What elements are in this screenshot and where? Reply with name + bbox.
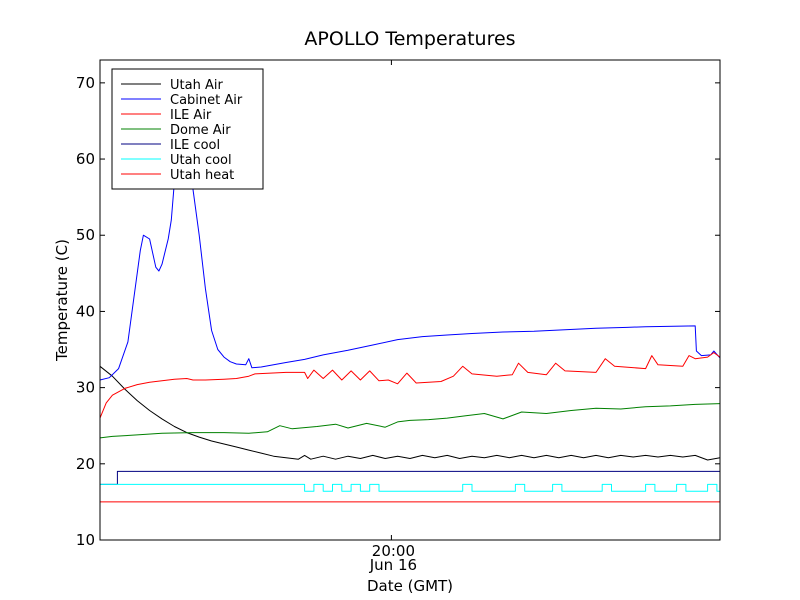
series-line-ile-air	[99, 352, 721, 419]
x-tick-label-date: Jun 16	[369, 556, 417, 574]
y-tick-label: 60	[76, 150, 95, 168]
y-tick-label: 70	[76, 74, 95, 92]
series-layer	[99, 143, 721, 503]
y-tick-label: 20	[76, 455, 95, 473]
series-line-cabinet-air	[99, 143, 721, 381]
chart-title: APOLLO Temperatures	[304, 28, 515, 50]
legend-label: Utah Air	[170, 78, 223, 93]
y-tick-label: 10	[76, 531, 95, 549]
legend-label: ILE cool	[170, 138, 220, 153]
legend-label: Utah cool	[170, 153, 232, 168]
y-tick-label: 50	[76, 226, 95, 244]
series-line-utah-cool	[100, 483, 720, 492]
y-tick-label: 30	[76, 379, 95, 397]
x-tick-label-time: 20:00	[372, 542, 415, 560]
legend-label: ILE Air	[170, 108, 212, 123]
legend-label: Dome Air	[170, 123, 231, 138]
legend-label: Utah heat	[170, 168, 234, 183]
series-line-dome-air	[99, 403, 721, 439]
y-tick-label: 40	[76, 302, 95, 320]
x-axis-label: Date (GMT)	[367, 577, 453, 595]
legend-label: Cabinet Air	[170, 93, 243, 108]
series-line-utah-air	[99, 365, 721, 461]
y-axis: 10 20 30 40 50 60 70	[76, 74, 720, 549]
y-axis-label: Temperature (C)	[53, 239, 71, 362]
x-axis: 20:00 Jun 16	[369, 60, 417, 574]
plot-frame	[99, 59, 721, 541]
